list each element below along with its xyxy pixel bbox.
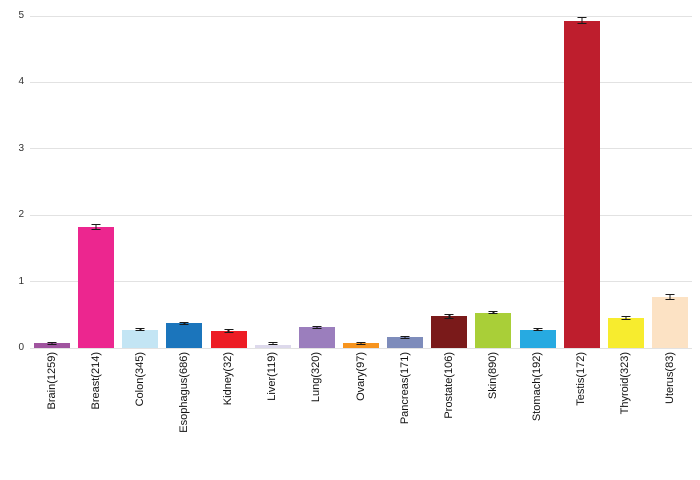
bar-slot	[648, 16, 692, 348]
bar-slot	[118, 16, 162, 348]
bar-uterus	[652, 296, 689, 348]
y-tick-label-0: 0	[18, 342, 24, 353]
x-tick-label: Skin(890)	[486, 352, 499, 400]
error-bar	[268, 342, 278, 346]
error-bar	[488, 311, 498, 315]
x-tick-label: Pancreas(171)	[398, 352, 411, 425]
error-bar	[533, 328, 543, 332]
x-label-cell: Prostate(106)	[427, 352, 471, 478]
x-tick-label: Thyroid(323)	[619, 352, 632, 415]
x-tick-label: Stomach(192)	[531, 352, 544, 422]
x-tick-label: Kidney(32)	[222, 352, 235, 406]
gridline-y2	[30, 214, 692, 216]
error-bar	[665, 293, 675, 301]
x-label-cell: Breast(214)	[74, 352, 118, 478]
bar-slot	[427, 16, 471, 348]
error-bar	[444, 313, 454, 319]
bar-skin	[475, 312, 512, 348]
bar-slot	[295, 16, 339, 348]
y-tick-label-4: 4	[18, 76, 24, 88]
bar-slot	[383, 16, 427, 348]
bar-slot	[207, 16, 251, 348]
bar-breast	[78, 227, 115, 348]
bar-stomach	[519, 330, 556, 348]
bar-slot	[604, 16, 648, 348]
error-bar	[577, 17, 587, 24]
x-label-cell: Stomach(192)	[516, 352, 560, 478]
x-label-cell: Kidney(32)	[207, 352, 251, 478]
gridline-y5	[30, 15, 692, 17]
error-bar	[356, 341, 366, 345]
gridline-y0	[30, 347, 692, 349]
bar-slot	[516, 16, 560, 348]
gridline-y3	[30, 148, 692, 150]
x-tick-label: Lung(320)	[310, 352, 323, 403]
error-bar	[621, 316, 631, 321]
bar-pancreas	[387, 337, 424, 348]
x-label-cell: Testis(172)	[560, 352, 604, 478]
bar-liver	[254, 344, 291, 348]
error-bar	[312, 325, 322, 329]
bar-slot	[162, 16, 206, 348]
x-tick-label: Brain(1259)	[45, 352, 58, 410]
x-tick-label: Prostate(106)	[442, 352, 455, 419]
bar-esophagus	[166, 323, 203, 348]
x-label-cell: Skin(890)	[471, 352, 515, 478]
x-label-cell: Pancreas(171)	[383, 352, 427, 478]
bar-prostate	[431, 316, 468, 348]
bar-ovary	[343, 343, 380, 348]
error-bar	[135, 328, 145, 332]
bars-row	[30, 16, 692, 348]
bar-slot	[251, 16, 295, 348]
gridline-y4	[30, 81, 692, 83]
bar-lung	[298, 327, 335, 348]
y-tick-label-3: 3	[18, 142, 24, 154]
y-tick-label-2: 2	[18, 209, 24, 221]
bar-brain	[34, 343, 71, 348]
x-label-cell: Uterus(83)	[648, 352, 692, 478]
x-tick-label: Breast(214)	[89, 352, 102, 410]
x-tick-label: Uterus(83)	[663, 352, 676, 404]
error-bar	[224, 329, 234, 334]
y-tick-label-5: 5	[18, 10, 24, 21]
x-label-cell: Lung(320)	[295, 352, 339, 478]
bar-slot	[30, 16, 74, 348]
x-label-cell: Colon(345)	[118, 352, 162, 478]
x-tick-label: Colon(345)	[133, 352, 146, 407]
bar-slot	[74, 16, 118, 348]
bar-thyroid	[607, 318, 644, 348]
bar-kidney	[210, 331, 247, 348]
bar-slot	[471, 16, 515, 348]
x-label-cell: Liver(119)	[251, 352, 295, 478]
x-label-cell: Brain(1259)	[30, 352, 74, 478]
bar-slot	[560, 16, 604, 348]
bar-slot	[339, 16, 383, 348]
bar-colon	[122, 330, 159, 348]
y-tick-label-1: 1	[18, 275, 24, 287]
x-tick-label: Liver(119)	[266, 352, 279, 401]
x-tick-label: Ovary(97)	[354, 352, 367, 401]
error-bar	[91, 223, 101, 231]
x-tick-label: Testis(172)	[575, 352, 588, 406]
error-bar	[400, 335, 410, 339]
x-axis-labels: Brain(1259) Breast(214) Colon(345) Esophagu…	[30, 352, 692, 478]
gridline-y1	[30, 281, 692, 283]
x-label-cell: Ovary(97)	[339, 352, 383, 478]
x-label-cell: Esophagus(686)	[162, 352, 206, 478]
bar-testis	[563, 20, 600, 348]
plot-area	[30, 15, 692, 349]
x-tick-label: Esophagus(686)	[177, 352, 190, 433]
error-bar	[179, 321, 189, 325]
error-bar	[47, 341, 57, 345]
x-label-cell: Thyroid(323)	[604, 352, 648, 478]
